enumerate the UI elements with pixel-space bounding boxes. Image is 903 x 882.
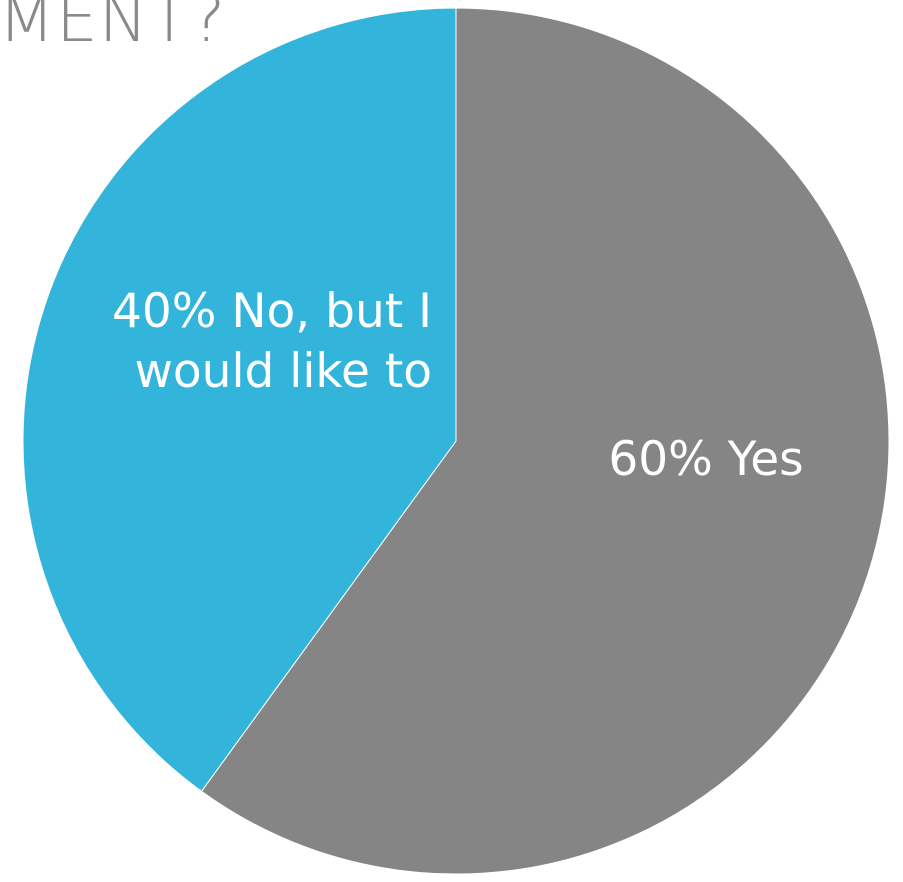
slice-label-line: would like to (134, 344, 432, 399)
slice-label-line: 40% No, but I (112, 284, 432, 339)
pie-slices (22, 7, 890, 875)
pie-slice-yes (200, 7, 890, 875)
pie-slice-no-but-i-would-like-to (22, 7, 457, 793)
chart-title: MENT? (0, 0, 227, 57)
slice-label-yes: 60% Yes (608, 432, 803, 487)
slice-label-line: 60% Yes (608, 432, 803, 487)
